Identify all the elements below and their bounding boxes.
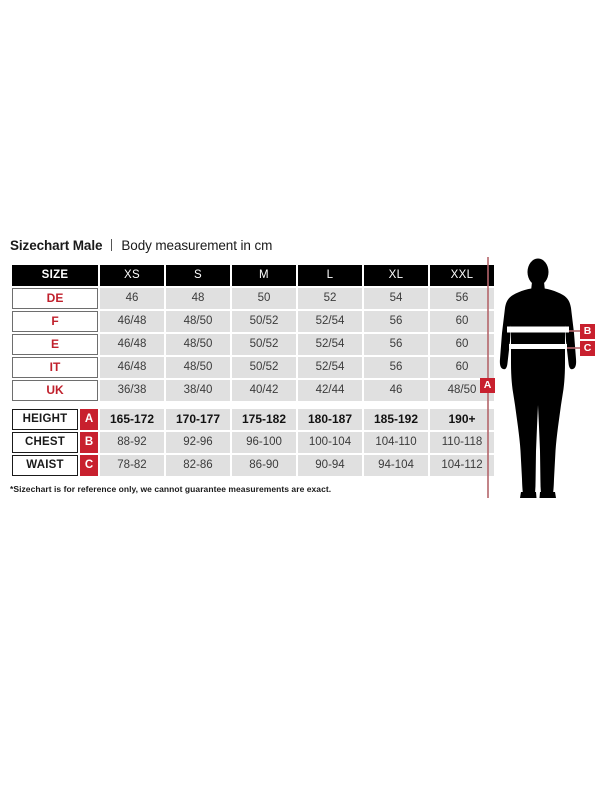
row-label-height: HEIGHT — [12, 409, 78, 430]
row-label-uk: UK — [12, 380, 98, 401]
table-row: UK 36/38 38/40 40/42 42/44 46 48/50 — [12, 380, 494, 401]
cell-e-s: 48/50 — [166, 334, 230, 355]
cell-e-l: 52/54 — [298, 334, 362, 355]
table-row: HEIGHT A 165-172 170-177 175-182 180-187… — [12, 409, 494, 430]
row-label-it: IT — [12, 357, 98, 378]
cell-waist-s: 82-86 — [166, 455, 230, 476]
cell-height-xl: 185-192 — [364, 409, 428, 430]
cell-it-xxl: 60 — [430, 357, 494, 378]
cell-height-s: 170-177 — [166, 409, 230, 430]
body-figure-diagram: A B C — [480, 255, 600, 500]
cell-f-s: 48/50 — [166, 311, 230, 332]
cell-it-l: 52/54 — [298, 357, 362, 378]
cell-de-xs: 46 — [100, 288, 164, 309]
waist-measure-band — [509, 344, 567, 349]
header-col-xs: XS — [100, 265, 164, 286]
cell-e-xxl: 60 — [430, 334, 494, 355]
row-label-chest: CHEST — [12, 432, 78, 453]
cell-chest-m: 96-100 — [232, 432, 296, 453]
cell-uk-xl: 46 — [364, 380, 428, 401]
header-size: SIZE — [12, 265, 98, 286]
table-row: CHEST B 88-92 92-96 96-100 100-104 104-1… — [12, 432, 494, 453]
cell-f-m: 50/52 — [232, 311, 296, 332]
table-row: IT 46/48 48/50 50/52 52/54 56 60 — [12, 357, 494, 378]
cell-chest-l: 100-104 — [298, 432, 362, 453]
figure-badge-a: A — [480, 378, 495, 393]
cell-uk-xxl: 48/50 — [430, 380, 494, 401]
badge-a-icon: A — [80, 409, 98, 430]
cell-chest-xs: 88-92 — [100, 432, 164, 453]
figure-badge-c: C — [580, 341, 595, 356]
cell-height-m: 175-182 — [232, 409, 296, 430]
cell-de-xxl: 56 — [430, 288, 494, 309]
table-row: E 46/48 48/50 50/52 52/54 56 60 — [12, 334, 494, 355]
chest-measure-band — [507, 326, 569, 333]
header-col-xxl: XXL — [430, 265, 494, 286]
row-label-height-cell: HEIGHT A — [12, 409, 98, 430]
row-label-waist: WAIST — [12, 455, 78, 476]
row-label-f: F — [12, 311, 98, 332]
cell-it-xs: 46/48 — [100, 357, 164, 378]
table-gap — [12, 403, 494, 407]
cell-chest-s: 92-96 — [166, 432, 230, 453]
sizechart-table: SIZE XS S M L XL XXL DE 46 48 50 52 54 5… — [10, 263, 496, 478]
cell-f-xl: 56 — [364, 311, 428, 332]
table-row: DE 46 48 50 52 54 56 — [12, 288, 494, 309]
cell-de-m: 50 — [232, 288, 296, 309]
cell-uk-m: 40/42 — [232, 380, 296, 401]
figure-badge-b: B — [580, 324, 595, 339]
table-row: F 46/48 48/50 50/52 52/54 56 60 — [12, 311, 494, 332]
cell-chest-xl: 104-110 — [364, 432, 428, 453]
cell-uk-xs: 36/38 — [100, 380, 164, 401]
cell-f-l: 52/54 — [298, 311, 362, 332]
cell-f-xxl: 60 — [430, 311, 494, 332]
header-col-xl: XL — [364, 265, 428, 286]
table-header-row: SIZE XS S M L XL XXL — [12, 265, 494, 286]
title-subtitle: Body measurement in cm — [121, 238, 273, 253]
cell-height-l: 180-187 — [298, 409, 362, 430]
cell-uk-l: 42/44 — [298, 380, 362, 401]
header-col-s: S — [166, 265, 230, 286]
cell-waist-xs: 78-82 — [100, 455, 164, 476]
title-main: Sizechart Male — [10, 238, 103, 253]
table-row: WAIST C 78-82 82-86 86-90 90-94 94-104 1… — [12, 455, 494, 476]
cell-height-xxl: 190+ — [430, 409, 494, 430]
cell-height-xs: 165-172 — [100, 409, 164, 430]
cell-de-s: 48 — [166, 288, 230, 309]
cell-de-l: 52 — [298, 288, 362, 309]
title-separator — [111, 239, 113, 251]
row-label-e: E — [12, 334, 98, 355]
cell-e-xs: 46/48 — [100, 334, 164, 355]
cell-chest-xxl: 110-118 — [430, 432, 494, 453]
header-col-l: L — [298, 265, 362, 286]
page-title: Sizechart Male Body measurement in cm — [10, 238, 272, 253]
badge-c-icon: C — [80, 455, 98, 476]
row-label-waist-cell: WAIST C — [12, 455, 98, 476]
cell-waist-l: 90-94 — [298, 455, 362, 476]
row-label-chest-cell: CHEST B — [12, 432, 98, 453]
cell-waist-m: 86-90 — [232, 455, 296, 476]
silhouette-body — [499, 258, 577, 498]
cell-e-m: 50/52 — [232, 334, 296, 355]
cell-it-s: 48/50 — [166, 357, 230, 378]
footnote-text: *Sizechart is for reference only, we can… — [10, 484, 332, 494]
cell-uk-s: 38/40 — [166, 380, 230, 401]
cell-e-xl: 56 — [364, 334, 428, 355]
male-silhouette-icon — [487, 257, 581, 498]
cell-f-xs: 46/48 — [100, 311, 164, 332]
cell-waist-xl: 94-104 — [364, 455, 428, 476]
cell-it-m: 50/52 — [232, 357, 296, 378]
cell-waist-xxl: 104-112 — [430, 455, 494, 476]
cell-it-xl: 56 — [364, 357, 428, 378]
cell-de-xl: 54 — [364, 288, 428, 309]
header-col-m: M — [232, 265, 296, 286]
row-label-de: DE — [12, 288, 98, 309]
badge-b-icon: B — [80, 432, 98, 453]
